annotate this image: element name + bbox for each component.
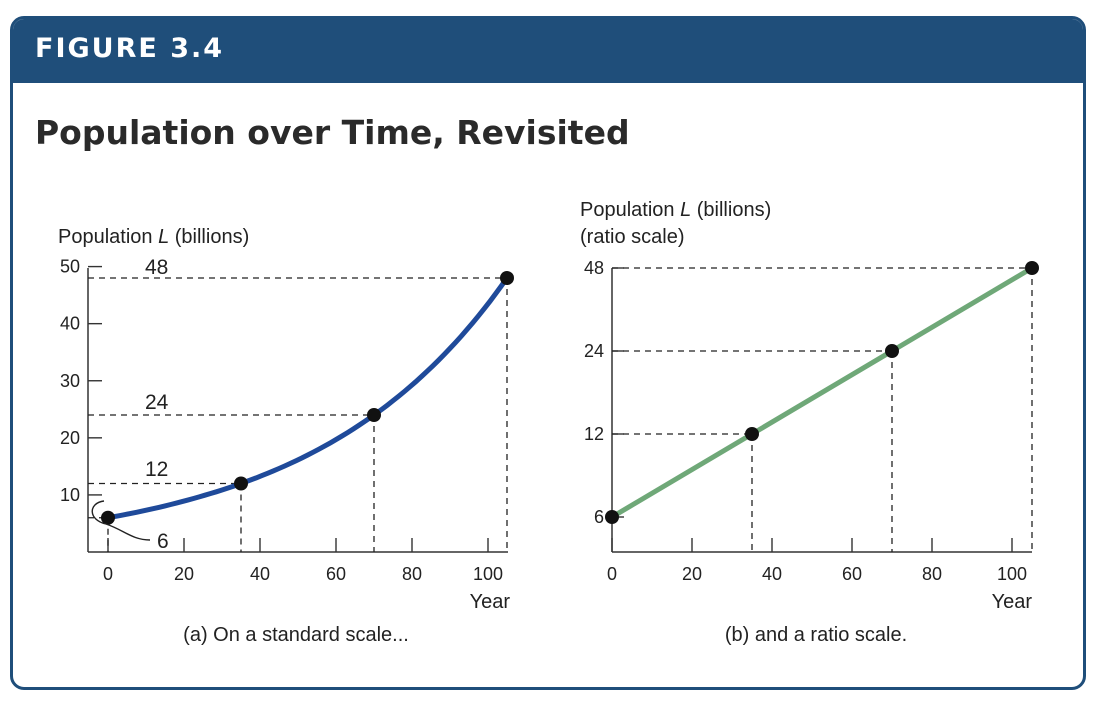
chart-b-guides: [612, 267, 1033, 552]
chart-a-x-tick-label: 20: [174, 564, 194, 584]
chart-a-x-tick-label: 80: [402, 564, 422, 584]
chart-a-data-point: [101, 510, 115, 525]
chart-a-x-tick-label: 60: [326, 564, 346, 584]
figure-frame: FIGURE 3.4 Population over Time, Revisit…: [10, 16, 1086, 690]
chart-b-x-tick-label: 0: [607, 564, 617, 584]
chart-a-x-ticks: 0 20 40 60 80 100: [103, 538, 503, 584]
chart-a-y-label: Population L (billions): [58, 226, 249, 248]
chart-a-y-tick-label: 40: [60, 314, 80, 334]
chart-b-data-point: [885, 344, 899, 358]
chart-b-caption: (b) and a ratio scale.: [725, 624, 907, 646]
chart-a-x-label: Year: [470, 591, 511, 613]
chart-b-y-tick-label: 24: [584, 341, 604, 361]
chart-b-y-label: Population L (billions): [580, 199, 771, 221]
chart-b: Population L (billions) (ratio scale) 6 1…: [580, 199, 1039, 646]
chart-b-y-label-line2: (ratio scale): [580, 226, 684, 248]
chart-a-x-tick-label: 100: [473, 564, 503, 584]
chart-a-annotation-12: 12: [145, 458, 168, 481]
chart-a-caption: (a) On a standard scale...: [183, 624, 409, 646]
chart-a-y-ticks: 10 20 30 40 50: [60, 257, 102, 505]
chart-a-points: [101, 271, 514, 525]
chart-a-y-tick-label: 20: [60, 428, 80, 448]
chart-b-y-tick-label: 48: [584, 258, 604, 278]
chart-b-y-tick-label: 12: [584, 424, 604, 444]
chart-a-annotation-6: 6: [157, 530, 169, 553]
chart-b-data-point: [605, 510, 619, 524]
chart-a: Population L (billions) 10 20 30 40 50 0 20 40…: [58, 226, 514, 646]
chart-a-guides: [88, 277, 508, 552]
chart-a-y-tick-label: 30: [60, 371, 80, 391]
chart-b-x-tick-label: 40: [762, 564, 782, 584]
chart-a-annotation-24: 24: [145, 391, 169, 414]
chart-b-y-ticks: 6 12 24 48: [584, 258, 624, 527]
chart-b-x-tick-label: 100: [997, 564, 1027, 584]
chart-a-data-point: [500, 271, 514, 285]
figure-title: Population over Time, Revisited: [35, 113, 630, 152]
chart-b-x-tick-label: 60: [842, 564, 862, 584]
figure-banner: FIGURE 3.4: [13, 19, 1083, 83]
chart-a-y-tick-label: 10: [60, 485, 80, 505]
chart-a-series-line: [105, 275, 510, 521]
chart-a-data-point: [367, 408, 381, 422]
chart-b-data-point: [1025, 261, 1039, 275]
chart-b-x-label: Year: [992, 591, 1033, 613]
chart-a-x-tick-label: 40: [250, 564, 270, 584]
chart-b-points: [605, 261, 1039, 524]
chart-a-x-tick-label: 0: [103, 564, 113, 584]
chart-b-x-tick-label: 20: [682, 564, 702, 584]
figure-label: FIGURE 3.4: [35, 33, 225, 64]
chart-b-series-line: [609, 265, 1035, 520]
chart-a-annotation-6-leader: [91, 500, 151, 541]
chart-a-data-point: [234, 476, 248, 491]
chart-b-data-point: [745, 427, 759, 441]
chart-a-annotation-48: 48: [145, 256, 168, 279]
chart-b-y-tick-label: 6: [594, 507, 604, 527]
chart-a-y-tick-label: 50: [60, 257, 80, 277]
chart-b-x-tick-label: 80: [922, 564, 942, 584]
chart-b-x-ticks: 0 20 40 60 80 100: [607, 538, 1027, 584]
